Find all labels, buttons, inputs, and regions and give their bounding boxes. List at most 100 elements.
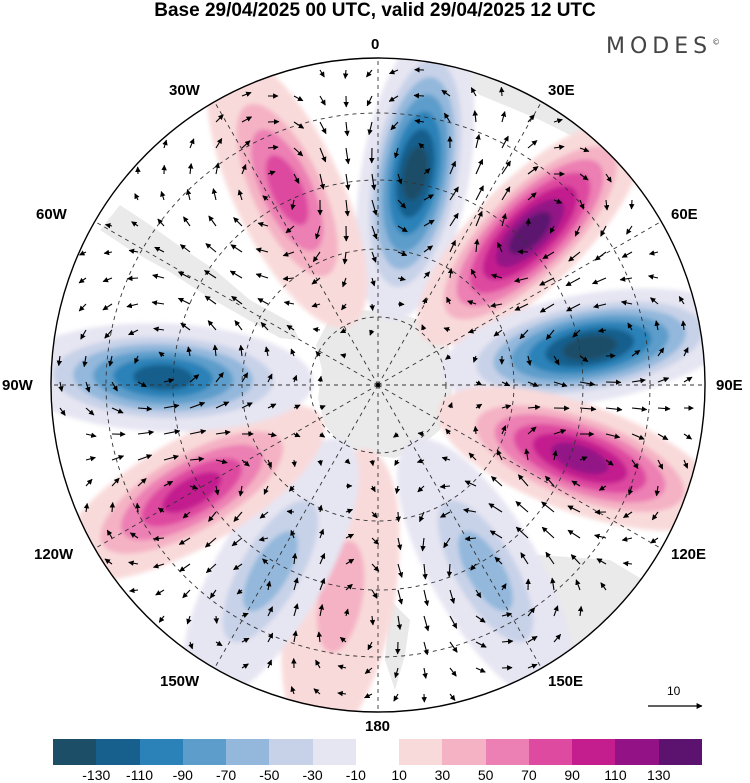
wind-arrow	[421, 324, 427, 331]
label-lon-60w: 60W	[36, 206, 67, 223]
wind-arrow	[371, 199, 378, 216]
wind-arrow	[319, 121, 327, 135]
wind-arrow	[475, 133, 481, 149]
wind-arrow	[111, 381, 118, 392]
wind-arrow	[316, 631, 323, 643]
colorbar-tick: -10	[345, 767, 366, 783]
wind-arrow	[468, 452, 477, 461]
modes-logo: MODES©	[606, 34, 720, 59]
wind-arrow	[470, 268, 477, 279]
wind-arrow	[160, 190, 166, 201]
wind-arrow	[215, 114, 224, 123]
wind-arrow	[267, 170, 276, 176]
wind-arrow	[525, 218, 531, 227]
wind-arrow	[293, 603, 299, 617]
wind-arrow	[319, 173, 326, 190]
colorbar-tick: 70	[521, 767, 537, 783]
wind-arrow	[594, 533, 607, 540]
wind-arrow	[490, 476, 503, 487]
wind-arrow	[501, 425, 507, 435]
anomaly-contour	[551, 442, 609, 475]
wind-arrow	[104, 222, 113, 229]
wind-arrow	[104, 329, 113, 339]
wind-arrow	[214, 485, 220, 496]
colorbar-bin-8	[399, 739, 443, 765]
wind-arrow	[393, 432, 400, 438]
wind-arrow	[572, 329, 581, 338]
wind-arrow	[231, 537, 243, 547]
wind-arrow	[267, 606, 273, 617]
wind-arrow	[213, 615, 219, 624]
wind-arrow	[605, 459, 614, 466]
colorbar-tick: 110	[604, 767, 627, 783]
wind-arrow	[319, 577, 326, 591]
wind-arrow	[204, 537, 217, 548]
wind-arrow	[489, 530, 503, 539]
wind-arrow	[449, 240, 456, 253]
wind-arrow	[443, 326, 451, 333]
wind-arrow	[568, 251, 581, 262]
wind-arrow	[439, 483, 451, 490]
wind-arrow	[214, 162, 220, 175]
wind-arrow	[208, 215, 217, 227]
wind-arrow	[527, 426, 537, 435]
wind-arrow	[367, 121, 373, 136]
wind-arrow	[501, 638, 514, 645]
wind-arrow	[189, 456, 205, 462]
wind-arrow	[186, 346, 192, 357]
wind-arrow	[189, 138, 195, 149]
wind-arrow	[422, 297, 428, 305]
wind-arrow	[241, 459, 250, 467]
anomaly-high-120w	[59, 404, 325, 581]
wind-arrow	[579, 199, 585, 210]
wind-arrow	[447, 267, 454, 279]
anomaly-contour	[458, 531, 513, 612]
wind-arrow	[319, 405, 326, 411]
wind-arrow	[241, 91, 252, 97]
brand-text: MODES	[606, 34, 713, 59]
wind-arrow	[286, 509, 295, 515]
wind-arrow	[208, 511, 217, 522]
wind-arrow	[152, 563, 165, 569]
wind-arrow	[85, 407, 95, 416]
wind-arrow	[423, 589, 430, 607]
wind-arrow	[657, 347, 665, 357]
wind-arrow	[189, 484, 199, 490]
wind-arrow	[527, 140, 538, 149]
wind-arrow	[209, 589, 217, 599]
wind-arrow	[370, 277, 376, 287]
wind-arrow	[396, 615, 403, 631]
wind-arrow	[134, 355, 140, 364]
map-boundary	[50, 57, 706, 713]
label-lon-0: 0	[371, 36, 380, 53]
wind-arrow	[153, 326, 165, 332]
wind-arrow	[413, 92, 425, 99]
wind-arrow	[475, 158, 484, 175]
wind-arrow	[619, 276, 633, 282]
wind-arrow	[680, 320, 687, 331]
wind-arrow	[262, 558, 269, 565]
wind-arrow	[319, 95, 326, 106]
wind-arrow	[422, 667, 428, 679]
wind-arrow	[134, 502, 141, 513]
wind-arrow	[369, 615, 376, 626]
anomaly-contour	[402, 146, 429, 201]
wind-arrow	[345, 173, 351, 191]
wind-arrow	[449, 693, 456, 701]
wind-arrow	[475, 403, 483, 410]
wind-arrow	[267, 431, 277, 438]
wind-arrow	[260, 321, 269, 331]
wind-arrow	[467, 300, 477, 306]
wind-arrow	[292, 374, 298, 383]
wind-arrow	[185, 188, 192, 201]
south-america	[100, 205, 300, 340]
colorbar-tick: -90	[172, 767, 193, 783]
wind-arrow	[313, 688, 321, 695]
colorbar-tick: -130	[82, 767, 111, 783]
wind-arrow	[541, 501, 555, 513]
wind-arrow	[396, 537, 403, 551]
wind-arrow	[153, 535, 165, 542]
wind-arrow	[282, 251, 295, 257]
wind-arrow	[291, 459, 297, 468]
anomaly-low-90w	[51, 323, 314, 432]
